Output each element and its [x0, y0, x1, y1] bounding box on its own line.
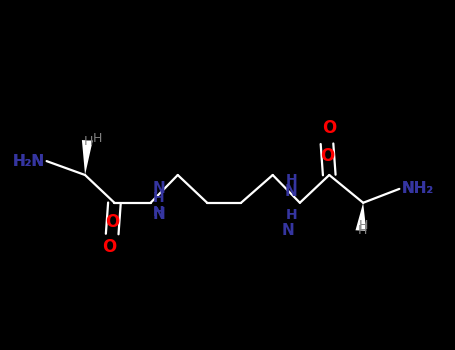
Text: H: H	[153, 204, 165, 218]
Text: H: H	[152, 191, 164, 205]
Text: O: O	[102, 238, 116, 256]
Text: H: H	[358, 224, 367, 237]
Text: O: O	[320, 147, 334, 165]
Text: N: N	[153, 181, 166, 196]
Text: N: N	[282, 223, 294, 238]
Text: H: H	[84, 135, 93, 148]
Text: N: N	[152, 207, 165, 222]
Text: NH₂: NH₂	[402, 181, 434, 196]
Text: H: H	[93, 132, 102, 145]
Polygon shape	[82, 140, 93, 175]
Text: H: H	[286, 173, 298, 187]
Text: NH₂: NH₂	[402, 181, 434, 196]
Text: O: O	[105, 212, 119, 231]
Text: N: N	[285, 184, 298, 199]
Text: H: H	[359, 219, 368, 232]
Text: H: H	[286, 208, 298, 222]
Text: H₂N: H₂N	[12, 154, 44, 169]
Text: O: O	[322, 119, 336, 137]
Polygon shape	[355, 203, 366, 231]
Text: H₂N: H₂N	[12, 154, 44, 169]
